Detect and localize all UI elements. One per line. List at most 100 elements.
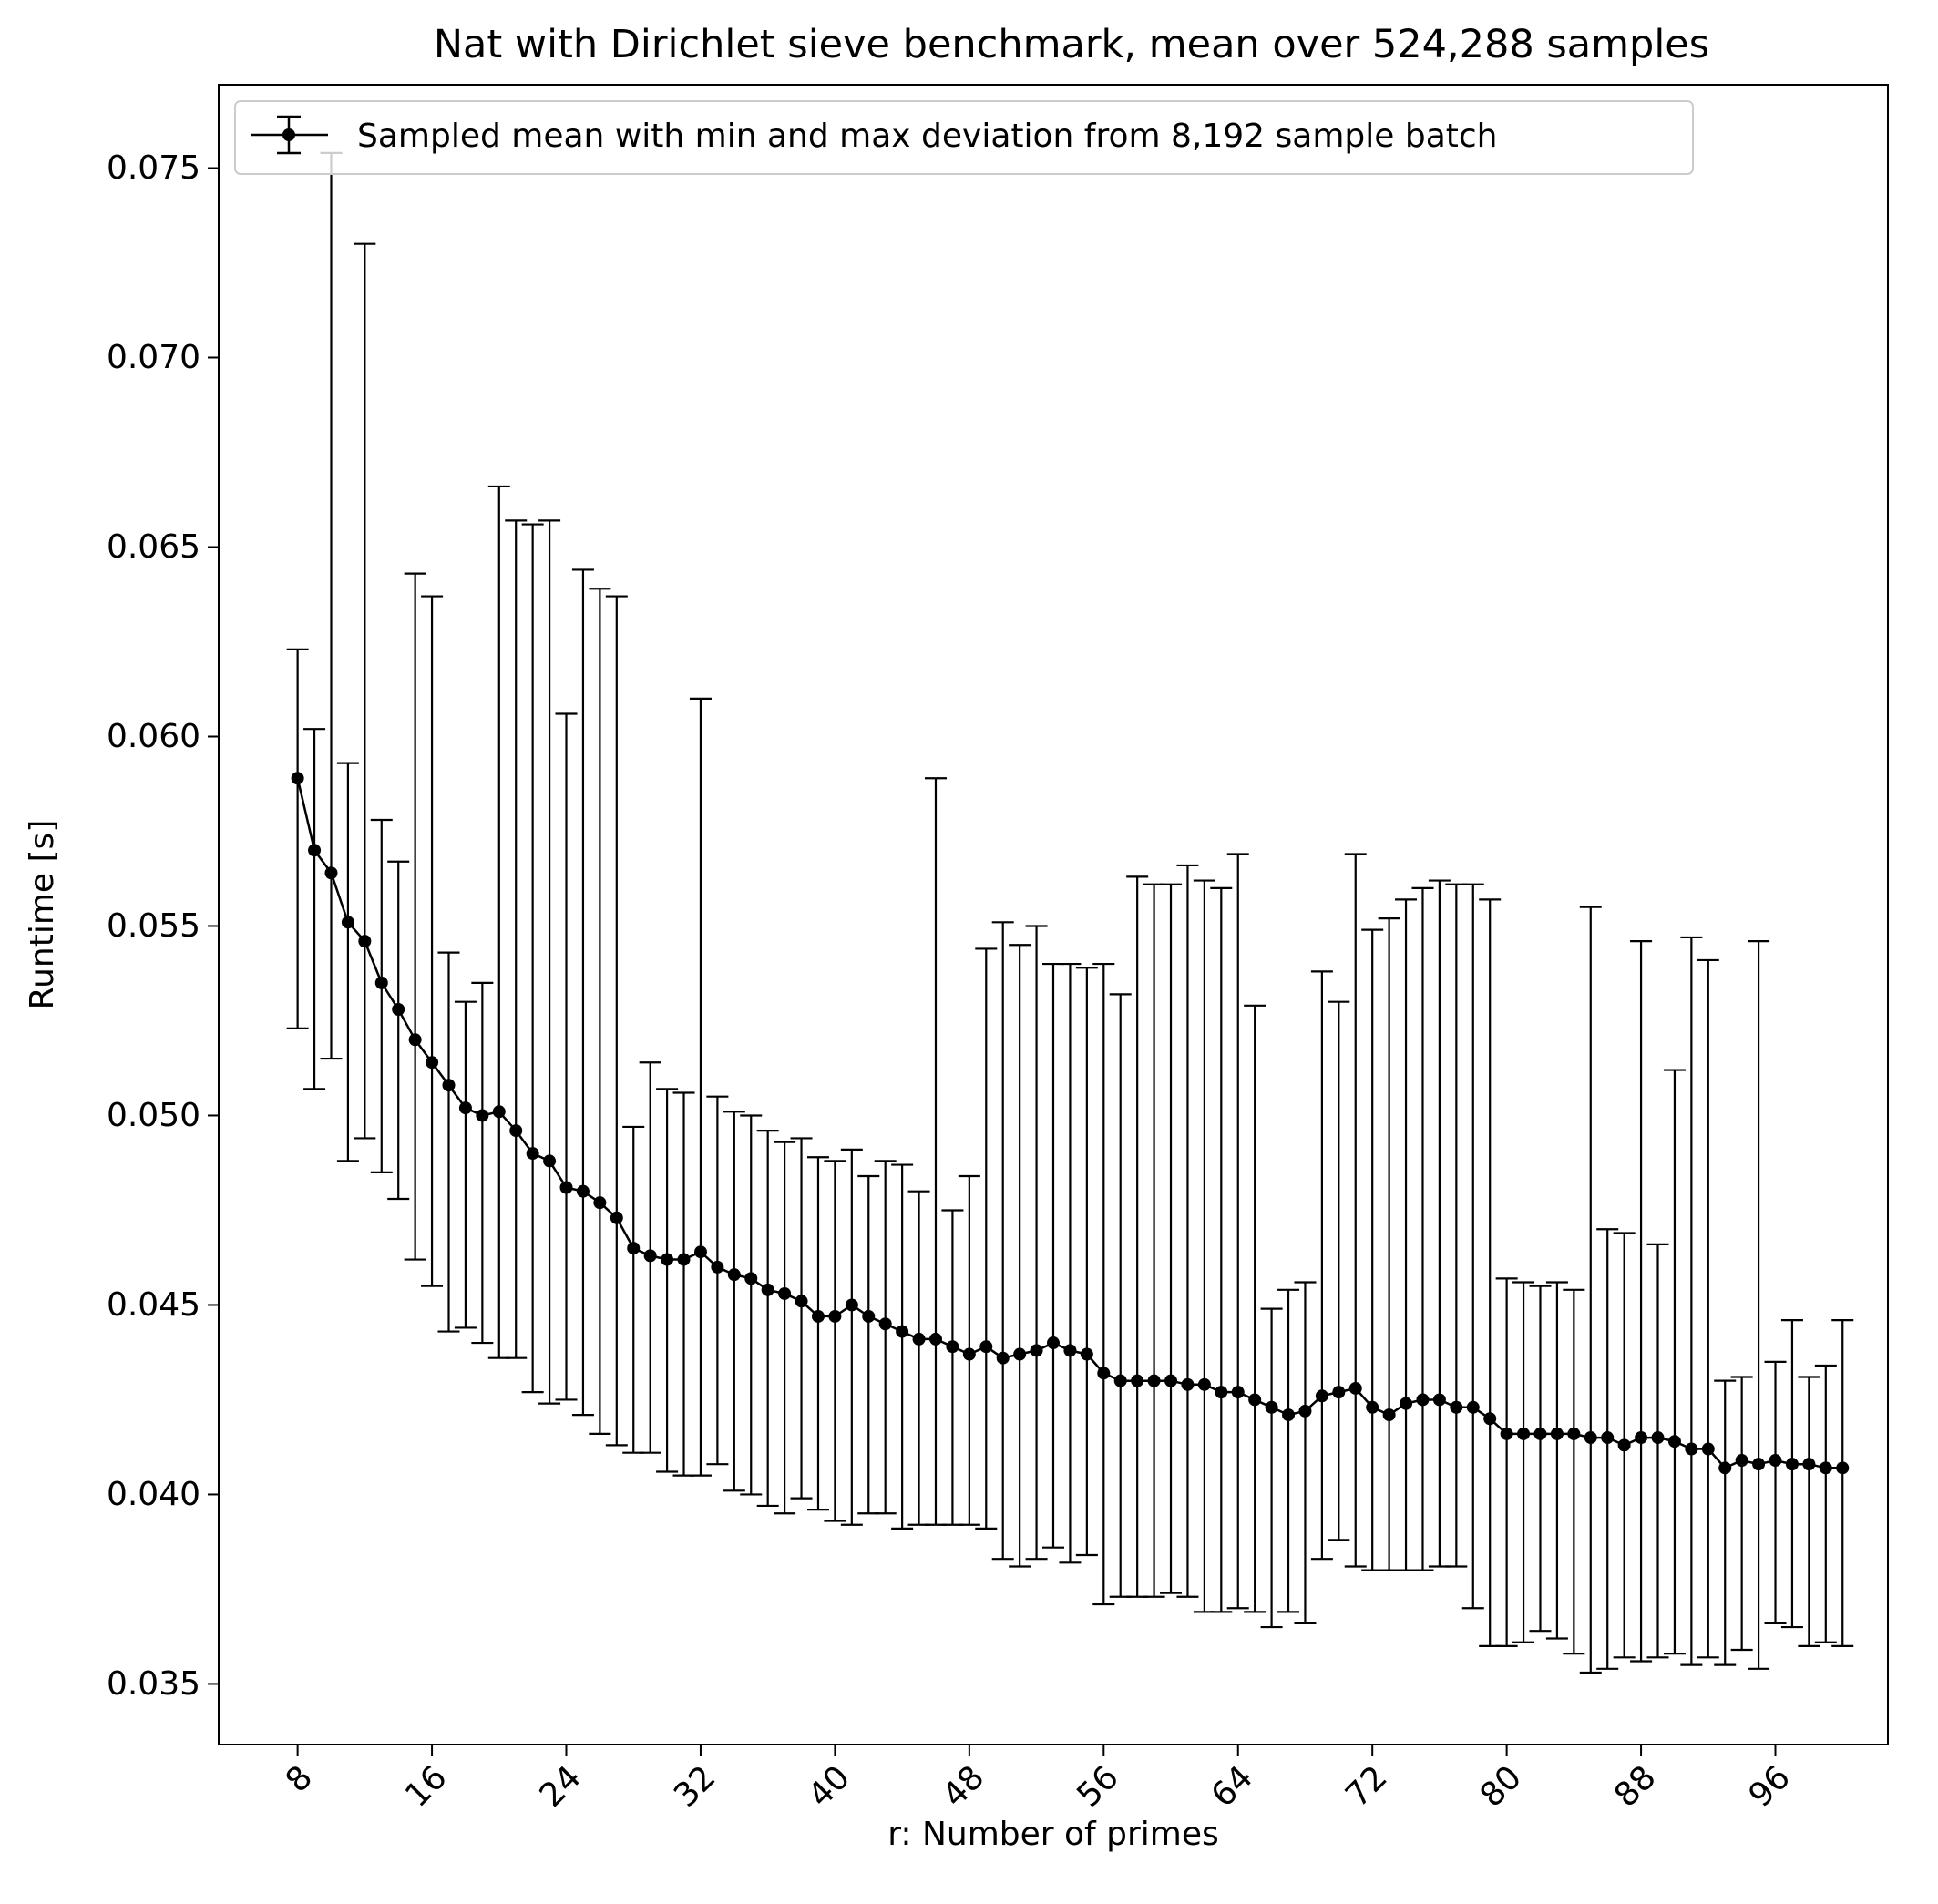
- x-axis-label: r: Number of primes: [887, 1816, 1219, 1853]
- error-bar-64: [1226, 853, 1249, 1610]
- y-tick-label-5: 0.060: [107, 718, 200, 755]
- error-bar-94: [1730, 1376, 1753, 1652]
- error-bar-21: [505, 519, 528, 1359]
- data-point-75: [1416, 1393, 1430, 1407]
- error-bar-30: [656, 1088, 679, 1473]
- error-bar-12: [354, 242, 376, 1140]
- data-point-85: [1584, 1431, 1597, 1445]
- legend-box: [234, 100, 1694, 175]
- data-point-81: [1517, 1427, 1531, 1440]
- error-bar-36: [756, 1130, 779, 1508]
- data-point-97: [1785, 1458, 1799, 1471]
- data-point-89: [1651, 1431, 1665, 1445]
- error-bar-54: [1059, 962, 1082, 1564]
- error-bar-97: [1780, 1319, 1803, 1629]
- data-point-70: [1332, 1386, 1346, 1399]
- error-bar-17: [437, 951, 460, 1333]
- data-point-38: [795, 1295, 808, 1308]
- data-point-73: [1382, 1408, 1396, 1422]
- error-bar-38: [790, 1137, 813, 1500]
- data-point-36: [761, 1283, 774, 1296]
- error-bar-61: [1176, 864, 1199, 1598]
- data-point-91: [1685, 1442, 1698, 1456]
- data-point-12: [358, 935, 372, 948]
- data-point-62: [1197, 1377, 1211, 1391]
- error-bar-19: [471, 981, 494, 1345]
- data-point-14: [392, 1002, 405, 1016]
- data-point-72: [1366, 1400, 1379, 1414]
- data-point-44: [896, 1325, 909, 1338]
- error-bar-24: [555, 712, 578, 1401]
- data-point-28: [627, 1242, 641, 1255]
- legend-marker-swatch: [282, 128, 295, 141]
- data-point-47: [946, 1340, 959, 1354]
- data-point-71: [1348, 1381, 1362, 1395]
- data-point-95: [1752, 1458, 1766, 1471]
- error-bar-14: [387, 860, 410, 1201]
- data-point-24: [559, 1181, 573, 1194]
- error-bar-86: [1596, 1228, 1619, 1670]
- data-point-20: [492, 1105, 506, 1119]
- error-bar-37: [774, 1141, 796, 1515]
- data-point-15: [408, 1033, 422, 1047]
- data-point-98: [1802, 1458, 1816, 1471]
- error-bar-11: [336, 762, 359, 1162]
- y-tick-label-7: 0.070: [107, 339, 200, 376]
- data-point-99: [1819, 1461, 1832, 1475]
- error-bar-26: [589, 588, 611, 1435]
- error-bar-71: [1344, 853, 1367, 1568]
- y-tick-label-6: 0.065: [107, 528, 200, 566]
- legend: Sampled mean with min and max deviation …: [234, 100, 1694, 175]
- y-axis: 0.035 0.040 0.045 0.050 0.055 0.060 0.065 0.070…: [107, 149, 219, 1703]
- error-bar-88: [1630, 940, 1653, 1663]
- data-point-48: [962, 1347, 976, 1361]
- y-tick-label-1: 0.040: [107, 1476, 200, 1513]
- error-bar-34: [723, 1111, 745, 1492]
- data-point-34: [727, 1268, 741, 1282]
- data-point-68: [1298, 1404, 1312, 1418]
- error-bar-60: [1160, 883, 1183, 1594]
- data-point-29: [643, 1249, 657, 1263]
- error-bar-78: [1461, 883, 1484, 1610]
- y-tick-label-0: 0.035: [107, 1665, 200, 1703]
- error-bar-33: [706, 1095, 729, 1466]
- data-point-23: [543, 1154, 557, 1168]
- y-tick-label-8: 0.075: [107, 149, 200, 187]
- data-point-92: [1701, 1442, 1715, 1456]
- error-bar-75: [1411, 886, 1434, 1571]
- data-point-13: [374, 976, 388, 989]
- error-bar-85: [1579, 906, 1602, 1674]
- error-bar-90: [1663, 1069, 1686, 1655]
- error-bar-23: [538, 519, 561, 1405]
- data-point-45: [912, 1332, 926, 1346]
- error-bar-68: [1294, 1281, 1317, 1624]
- y-tick-label-4: 0.055: [107, 907, 200, 945]
- data-point-74: [1400, 1397, 1413, 1410]
- data-point-93: [1718, 1461, 1732, 1475]
- data-point-31: [677, 1253, 691, 1266]
- error-bar-66: [1260, 1307, 1283, 1629]
- data-point-55: [1080, 1347, 1093, 1361]
- data-point-90: [1667, 1435, 1681, 1448]
- error-bar-80: [1495, 1277, 1518, 1647]
- error-bar-55: [1075, 967, 1098, 1557]
- error-bar-13: [370, 818, 393, 1173]
- error-bar-92: [1697, 958, 1719, 1659]
- data-point-50: [996, 1351, 1010, 1365]
- error-bar-49: [975, 947, 998, 1530]
- data-point-96: [1769, 1454, 1782, 1468]
- error-bar-95: [1748, 940, 1770, 1670]
- data-point-53: [1047, 1336, 1060, 1350]
- data-point-87: [1617, 1438, 1631, 1452]
- error-bar-89: [1646, 1243, 1669, 1659]
- error-bar-84: [1563, 1288, 1585, 1655]
- error-bar-52: [1025, 925, 1048, 1561]
- data-point-19: [476, 1109, 489, 1122]
- data-point-59: [1147, 1374, 1161, 1387]
- error-bar-22: [521, 523, 544, 1394]
- data-point-32: [693, 1245, 707, 1259]
- data-point-69: [1315, 1389, 1328, 1403]
- data-point-76: [1432, 1393, 1446, 1407]
- data-point-84: [1567, 1427, 1581, 1440]
